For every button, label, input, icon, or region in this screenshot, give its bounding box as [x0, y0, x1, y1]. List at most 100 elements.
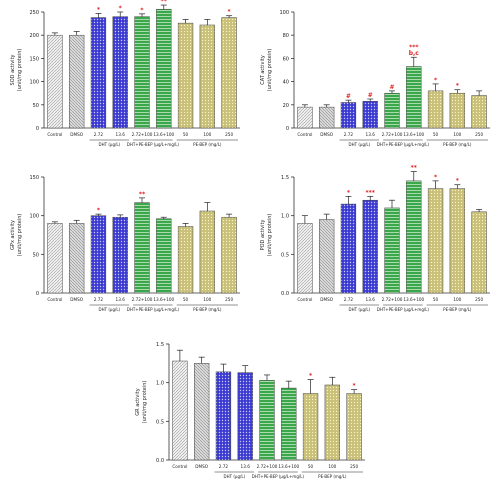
chart-gpx: 0 50 100 150 GPx activity (unit/mg protein) Co…: [10, 175, 240, 312]
bar: [172, 360, 188, 461]
significance-mark: *: [97, 207, 101, 214]
bar: [281, 387, 297, 461]
y-tick-label: 0.0: [156, 458, 164, 464]
significance-mark: **: [411, 165, 418, 172]
bar: [112, 216, 128, 294]
category-label: 100: [203, 132, 211, 137]
category-label: 2.72: [94, 132, 104, 137]
y-tick-label: 1.5: [281, 175, 289, 181]
group-label: DHT+PE-BEP (μg/L+mg/L): [252, 474, 305, 479]
bar: [90, 17, 107, 129]
significance-mark: #: [389, 84, 394, 91]
bar: [302, 393, 319, 461]
y-tick-label: 150: [29, 175, 39, 181]
bar: [199, 24, 215, 129]
category-label: 50: [308, 464, 314, 469]
y-tick-label: 0: [36, 291, 39, 297]
group-label: PE-BEP (mg/L): [443, 142, 472, 147]
category-label: 250: [350, 464, 358, 469]
bar: [221, 17, 237, 129]
chart-pod: 0.0 0.5 1.0 1.5 POD activity (unit/mg protein…: [260, 165, 490, 312]
category-label: 250: [475, 132, 483, 137]
bar: [69, 223, 85, 294]
group-label: DHT+PE-BEP (μg/L+mg/L): [377, 307, 430, 312]
category-label: 100: [453, 297, 461, 302]
significance-mark: *: [347, 189, 351, 196]
category-label: 13.6: [116, 297, 126, 302]
y-axis-label: SOD activity: [10, 54, 16, 85]
bar: [69, 34, 85, 129]
bar: [471, 211, 487, 294]
bar: [319, 219, 335, 294]
category-label: 2.72+100: [382, 132, 403, 137]
significance-mark: *: [456, 83, 460, 90]
y-tick-label: 0: [286, 126, 289, 132]
bar: [199, 210, 215, 294]
category-label: Control: [172, 464, 187, 469]
group-label: DHT+PE-BEP (μg/L+mg/L): [127, 307, 180, 312]
y-tick-label: 100: [29, 80, 39, 86]
y-axis-label: GPx activity: [10, 220, 16, 250]
y-tick-label: 1.5: [156, 342, 164, 348]
bar: [406, 180, 422, 294]
bar: [47, 223, 63, 294]
bar: [427, 90, 444, 129]
y-tick-label: 200: [29, 33, 39, 39]
category-label: 100: [328, 464, 336, 469]
bar: [177, 22, 194, 129]
bar: [449, 188, 465, 294]
y-axis-label: CAT activity: [260, 55, 266, 85]
significance-mark: #: [346, 93, 351, 100]
category-label: 2.72+100: [382, 297, 403, 302]
bar: [215, 371, 232, 461]
category-label: 2.72: [219, 464, 229, 469]
y-tick-label: 50: [33, 103, 39, 109]
chart-cat: 0 20 40 60 80 100 CAT activity (unit/mg protein…: [260, 10, 490, 147]
significance-mark: *: [119, 5, 123, 12]
bar: [449, 92, 465, 129]
y-tick-label: 150: [29, 56, 39, 62]
group-label: DHT (μg/L): [99, 307, 121, 312]
y-tick-label: 0.5: [281, 252, 289, 258]
category-label: DMSO: [70, 297, 83, 302]
bar: [156, 218, 172, 294]
category-label: 13.6: [241, 464, 251, 469]
category-label: Control: [47, 132, 62, 137]
bar: [340, 102, 357, 129]
category-label: 100: [203, 297, 211, 302]
significance-mark: #: [368, 92, 373, 99]
y-tick-label: 50: [33, 252, 39, 258]
bar: [237, 372, 253, 461]
significance-mark: *: [434, 77, 438, 84]
category-label: Control: [297, 297, 312, 302]
y-tick-label: 0.0: [281, 291, 289, 297]
bar: [362, 101, 378, 129]
bar: [297, 223, 313, 294]
y-axis-label: (unit/mg protein): [267, 214, 273, 257]
bar: [221, 216, 237, 294]
y-tick-label: 100: [29, 214, 39, 220]
category-label: 2.72+100: [257, 464, 278, 469]
y-axis-label: (unit/mg protein): [17, 214, 23, 257]
group-label: DHT (μg/L): [349, 307, 371, 312]
category-label: 50: [183, 297, 189, 302]
significance-mark: *: [456, 178, 460, 185]
y-axis-label: POD activity: [260, 220, 266, 251]
category-label: 50: [183, 132, 189, 137]
y-tick-label: 100: [279, 10, 289, 16]
bar: [156, 8, 172, 129]
category-label: 13.6: [366, 132, 376, 137]
bar: [134, 202, 150, 294]
category-label: 13.6: [366, 297, 376, 302]
bar: [384, 92, 400, 129]
bar: [177, 226, 194, 294]
category-label: 50: [433, 132, 439, 137]
category-label: 100: [453, 132, 461, 137]
category-label: DMSO: [320, 132, 333, 137]
bar: [384, 207, 400, 294]
y-tick-label: 80: [283, 33, 289, 39]
significance-mark: **: [161, 0, 168, 5]
group-label: DHT (μg/L): [99, 142, 121, 147]
category-label: 50: [433, 297, 439, 302]
category-label: 250: [225, 132, 233, 137]
